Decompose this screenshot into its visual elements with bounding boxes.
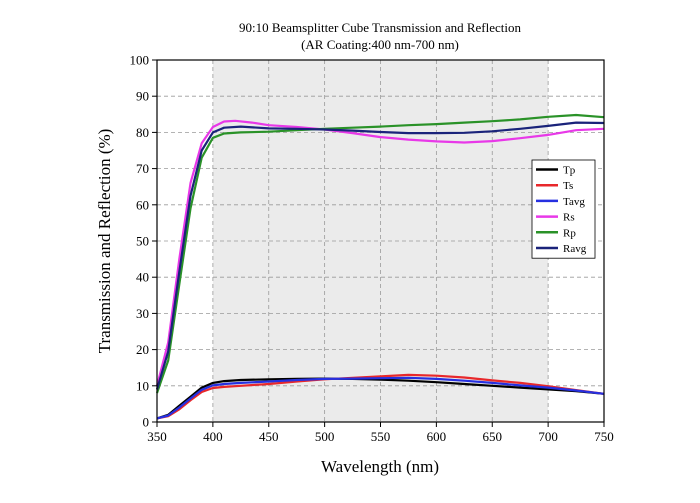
legend-box bbox=[531, 159, 596, 259]
y-tick-label: 20 bbox=[136, 342, 149, 357]
x-tick-label: 500 bbox=[315, 429, 335, 444]
y-axis-label: Transmission and Reflection (%) bbox=[95, 129, 114, 354]
legend-label-rp: Rp bbox=[563, 227, 576, 239]
legend-label-ravg: Ravg bbox=[563, 243, 587, 255]
series-line-ravg bbox=[155, 121, 605, 390]
y-tick-label: 60 bbox=[136, 197, 149, 212]
x-tick-label: 750 bbox=[594, 429, 614, 444]
legend-label-tavg: Tavg bbox=[563, 196, 585, 208]
chart-subtitle: (AR Coating:400 nm-700 nm) bbox=[301, 37, 459, 52]
series-line-tavg bbox=[156, 376, 605, 420]
x-tick-label: 550 bbox=[371, 429, 391, 444]
x-tick-label: 600 bbox=[427, 429, 447, 444]
x-tick-label: 400 bbox=[203, 429, 223, 444]
chart-title: 90:10 Beamsplitter Cube Transmission and… bbox=[239, 20, 522, 35]
legend-label-ts: Ts bbox=[563, 180, 573, 192]
y-tick-label: 50 bbox=[136, 234, 149, 249]
y-tick-label: 90 bbox=[136, 89, 149, 104]
y-tick-label: 70 bbox=[136, 161, 149, 176]
legend-label-tp: Tp bbox=[563, 165, 576, 177]
x-tick-label: 350 bbox=[147, 429, 167, 444]
y-tick-label: 80 bbox=[136, 125, 149, 140]
x-tick-label: 650 bbox=[483, 429, 503, 444]
y-tick-label: 100 bbox=[130, 53, 150, 68]
x-axis-label: Wavelength (nm) bbox=[321, 457, 439, 476]
plot-area: 350 400 450 500 550 600 650 700 750 0 10 20 30 40 50 60… bbox=[130, 53, 614, 445]
y-tick-label: 40 bbox=[136, 270, 149, 285]
y-tick-label: 10 bbox=[136, 378, 149, 393]
y-tick-label: 0 bbox=[143, 415, 150, 430]
legend-label-rs: Rs bbox=[563, 212, 575, 224]
x-tick-label: 700 bbox=[538, 429, 558, 444]
x-tick-label: 450 bbox=[259, 429, 279, 444]
y-tick-label: 30 bbox=[136, 306, 149, 321]
